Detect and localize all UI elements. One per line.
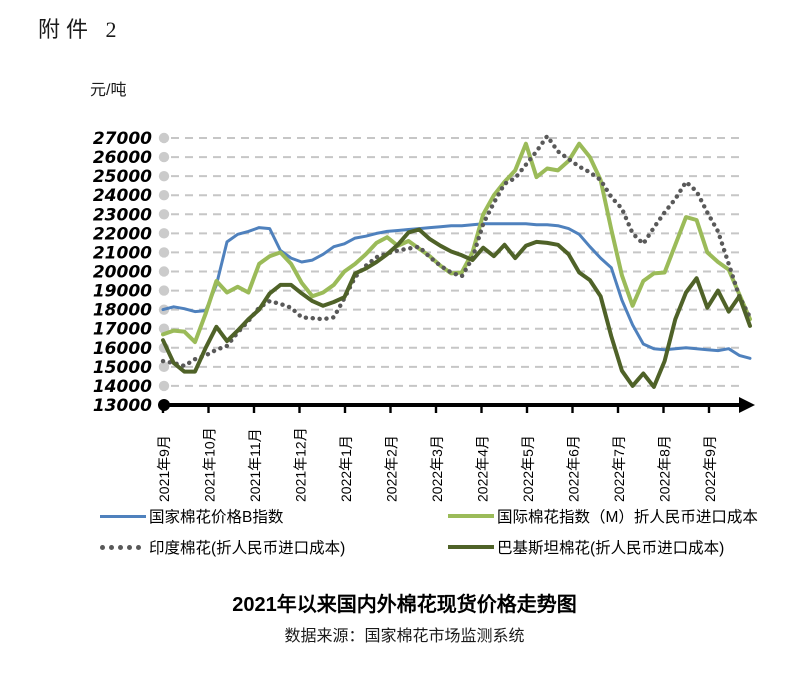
x-tick-label: 2022年4月: [475, 435, 491, 502]
x-tick-label: 2022年3月: [429, 435, 445, 502]
x-tick-label: 2021年9月: [156, 435, 172, 502]
y-tick-label: 23000: [93, 205, 152, 225]
gridline-dot: [158, 228, 170, 239]
gridlines-layer: [158, 132, 745, 392]
attachment-label: 附件 2: [38, 17, 123, 42]
x-tick-label: 2021年12月: [293, 427, 309, 502]
series-line-pakistan-cotton: [161, 227, 752, 389]
legend-dot: [109, 544, 114, 550]
gridline-dot: [158, 151, 170, 163]
y-tick-label: 14000: [93, 377, 152, 397]
y-tick-label: 19000: [93, 282, 152, 302]
series-line-india-cotton: [160, 133, 753, 369]
x-tick-label: 2022年1月: [338, 435, 354, 502]
y-tick-label: 24000: [93, 186, 152, 206]
y-tick-label: 17000: [93, 320, 152, 340]
x-tick-label: 2022年9月: [702, 435, 718, 502]
legend-marker-dots-gray: [100, 544, 146, 550]
gridline-dot: [158, 285, 170, 296]
x-tick-label: 2022年6月: [566, 435, 582, 502]
chart-source: 数据来源：国家棉花市场监测系统: [284, 628, 525, 645]
legend-item-china-b-index: 国家棉花价格B指数: [100, 504, 448, 528]
legend-dot: [127, 544, 132, 550]
gridline-dot: [158, 209, 170, 220]
y-tick-label: 13000: [93, 396, 152, 416]
legend-line: [448, 545, 494, 549]
series-line-china-b-index: [161, 222, 752, 360]
legend-item-india-cotton: 印度棉花(折人民币进口成本): [100, 535, 448, 559]
legend-dot: [118, 544, 123, 550]
legend: 国家棉花价格B指数 国际棉花指数（M）折人民币进口成本 印度棉花(折人民币进口成…: [100, 504, 790, 559]
gridline-dot: [158, 266, 170, 277]
x-tick-label: 2021年11月: [247, 428, 263, 502]
chart-title: 2021年以来国内外棉花现货价格走势图: [232, 594, 577, 616]
axis-labels-layer: 1300014000150001600017000180001900020000…: [93, 129, 718, 502]
y-axis-unit-label: 元/吨: [90, 81, 126, 99]
series-line-cotlook-m-index: [161, 141, 752, 345]
axis-origin-dot: [158, 399, 170, 411]
x-tick-label: 2022年7月: [611, 435, 627, 502]
cotton-price-chart: 元/吨 130001400015000160001700018000190002…: [90, 81, 755, 502]
gridline-dot: [158, 132, 170, 144]
legend-marker-line-blue: [100, 514, 146, 518]
gridline-dot: [158, 170, 170, 182]
x-tick-label: 2021年10月: [202, 427, 218, 502]
gridline-dot: [158, 247, 170, 258]
gridline-dot: [158, 380, 170, 392]
y-tick-label: 27000: [93, 129, 152, 149]
gridline-dot: [158, 190, 170, 201]
legend-line: [448, 514, 494, 518]
x-axis: [158, 397, 755, 413]
gridline-dot: [158, 361, 170, 373]
legend-marker-line-lightgreen: [448, 514, 494, 518]
legend-label: 巴基斯坦棉花(折人民币进口成本): [497, 540, 725, 557]
y-tick-label: 22000: [93, 224, 152, 244]
legend-item-pakistan-cotton: 巴基斯坦棉花(折人民币进口成本): [448, 535, 790, 559]
y-tick-label: 26000: [93, 148, 152, 168]
x-tick-label: 2022年8月: [657, 435, 673, 502]
legend-label: 国家棉花价格B指数: [149, 509, 284, 526]
x-axis-arrow-icon: [739, 397, 755, 413]
y-tick-label: 18000: [93, 301, 152, 321]
y-tick-label: 25000: [93, 167, 152, 187]
legend-dot: [100, 544, 105, 550]
x-tick-label: 2022年2月: [384, 435, 400, 502]
x-tick-label: 2022年5月: [520, 435, 536, 502]
legend-line: [100, 514, 146, 518]
y-tick-label: 15000: [93, 358, 152, 378]
legend-item-cotlook-m-index: 国际棉花指数（M）折人民币进口成本: [448, 504, 790, 528]
legend-label: 印度棉花(折人民币进口成本): [149, 540, 346, 557]
legend-label: 国际棉花指数（M）折人民币进口成本: [497, 509, 758, 526]
ticks-layer: [161, 407, 711, 413]
y-tick-label: 16000: [93, 339, 152, 359]
y-tick-label: 21000: [93, 243, 152, 263]
series-layer: [160, 133, 753, 389]
y-tick-label: 20000: [93, 263, 152, 283]
legend-dot: [136, 544, 141, 550]
legend-marker-line-darkgreen: [448, 545, 494, 549]
